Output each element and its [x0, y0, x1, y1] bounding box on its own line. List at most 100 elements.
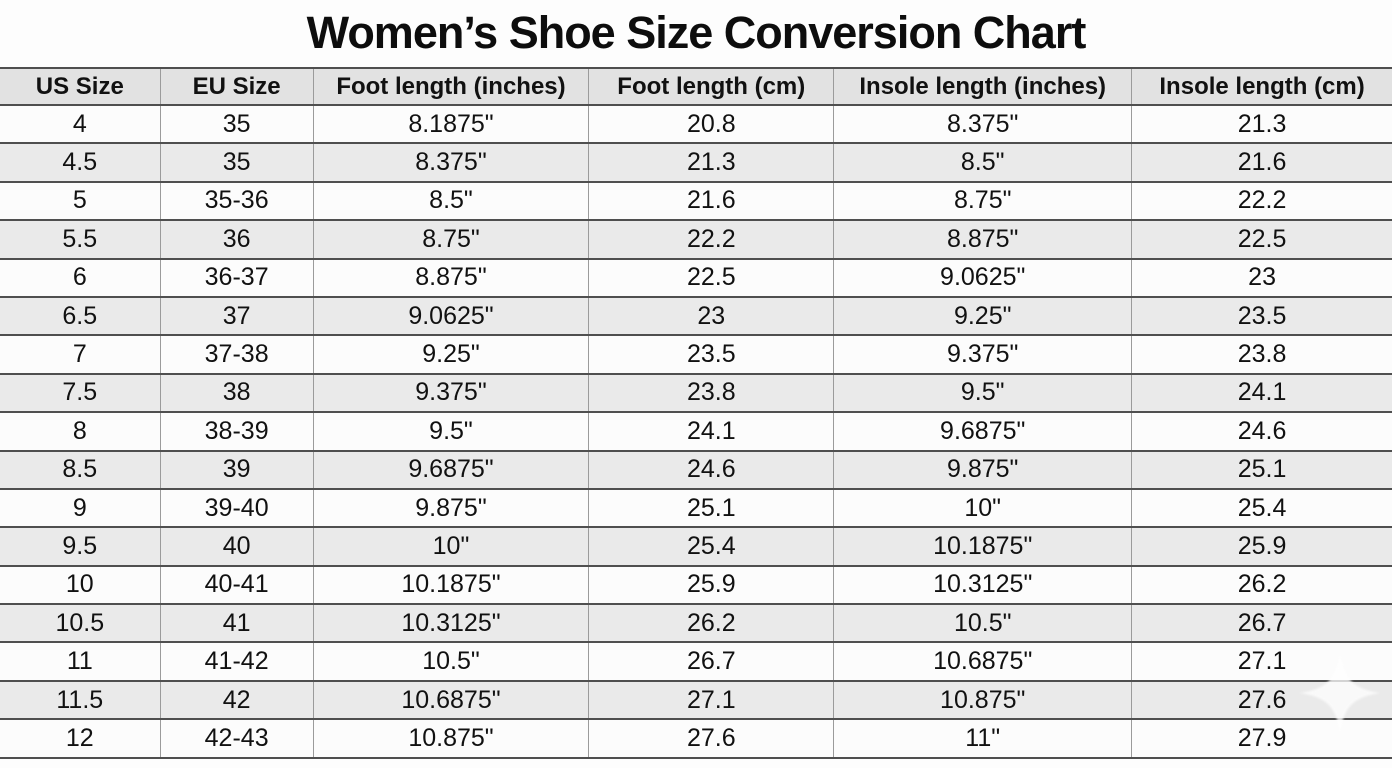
cell-foot-length-inches: 9.25": [312, 334, 589, 374]
table-row: 7.5 38 9.375" 23.8 9.5" 24.1: [0, 372, 1392, 413]
cell-insole-length-cm: 25.4: [1131, 487, 1392, 528]
cell-insole-length-inches: 10.1875": [833, 526, 1132, 566]
cell-us-size: 9.5: [0, 526, 161, 566]
cell-us-size: 5.5: [0, 219, 161, 259]
cell-eu-size: 38-39: [159, 411, 314, 451]
cell-eu-size: 42-43: [159, 718, 314, 758]
cell-eu-size: 35: [159, 105, 314, 144]
cell-foot-length-cm: 24.6: [588, 449, 834, 489]
cell-insole-length-inches: 9.25": [833, 295, 1132, 336]
cell-eu-size: 38: [159, 372, 314, 413]
cell-insole-length-cm: 23.5: [1131, 295, 1392, 336]
cell-foot-length-inches: 8.375": [312, 142, 589, 182]
cell-us-size: 7: [0, 334, 161, 374]
table-row: 8 38-39 9.5" 24.1 9.6875" 24.6: [0, 411, 1392, 451]
cell-insole-length-inches: 11": [833, 718, 1132, 758]
cell-insole-length-cm: 21.6: [1131, 142, 1392, 182]
cell-foot-length-inches: 10.875": [312, 718, 589, 758]
cell-foot-length-cm: 21.3: [588, 142, 834, 182]
cell-insole-length-inches: 9.6875": [833, 411, 1132, 451]
cell-insole-length-cm: 26.7: [1131, 603, 1392, 643]
column-header-insole-length-cm: Insole length (cm): [1131, 68, 1392, 106]
table-row: 6 36-37 8.875" 22.5 9.0625" 23: [0, 257, 1392, 297]
cell-insole-length-cm: 23.8: [1131, 334, 1392, 374]
cell-insole-length-inches: 9.375": [833, 334, 1132, 374]
cell-eu-size: 42: [159, 679, 314, 720]
cell-foot-length-inches: 9.0625": [312, 295, 589, 336]
table-row: 4.5 35 8.375" 21.3 8.5" 21.6: [0, 142, 1392, 182]
cell-insole-length-inches: 10.6875": [833, 641, 1132, 681]
cell-insole-length-inches: 9.5": [833, 372, 1132, 413]
cell-eu-size: 39-40: [159, 487, 314, 528]
cell-insole-length-cm: 25.9: [1131, 526, 1392, 566]
cell-insole-length-cm: 27.6: [1131, 679, 1392, 720]
cell-us-size: 5: [0, 180, 161, 221]
cell-insole-length-inches: 8.875": [833, 219, 1132, 259]
cell-insole-length-cm: 24.6: [1131, 411, 1392, 451]
cell-foot-length-inches: 10.6875": [312, 679, 589, 720]
cell-foot-length-inches: 9.875": [312, 487, 589, 528]
cell-eu-size: 36-37: [159, 257, 314, 297]
cell-us-size: 10.5: [0, 603, 161, 643]
cell-eu-size: 36: [159, 219, 314, 259]
cell-foot-length-cm: 23.5: [588, 334, 834, 374]
cell-foot-length-cm: 21.6: [588, 180, 834, 221]
cell-us-size: 4.5: [0, 142, 161, 182]
cell-insole-length-inches: 9.875": [833, 449, 1132, 489]
cell-foot-length-cm: 23.8: [588, 372, 834, 413]
cell-insole-length-inches: 10.3125": [833, 564, 1132, 605]
table-row: 7 37-38 9.25" 23.5 9.375" 23.8: [0, 334, 1392, 374]
cell-insole-length-cm: 21.3: [1131, 105, 1392, 144]
cell-foot-length-inches: 10.3125": [312, 603, 589, 643]
cell-foot-length-inches: 8.75": [312, 219, 589, 259]
cell-foot-length-inches: 8.1875": [312, 105, 589, 144]
cell-foot-length-inches: 9.6875": [312, 449, 589, 489]
table-row: 5.5 36 8.75" 22.2 8.875" 22.5: [0, 219, 1392, 259]
cell-us-size: 4: [0, 105, 161, 144]
conversion-table: US Size EU Size Foot length (inches) Foot l…: [0, 67, 1392, 759]
cell-insole-length-cm: 25.1: [1131, 449, 1392, 489]
cell-foot-length-inches: 10.1875": [312, 564, 589, 605]
table-body: 4 35 8.1875" 20.8 8.375" 21.3 4.5 35 8.375" 21.3 8…: [0, 105, 1392, 758]
cell-foot-length-cm: 25.4: [588, 526, 834, 566]
cell-foot-length-inches: 9.5": [312, 411, 589, 451]
cell-foot-length-cm: 25.1: [588, 487, 834, 528]
table-row: 6.5 37 9.0625" 23 9.25" 23.5: [0, 295, 1392, 336]
cell-insole-length-cm: 26.2: [1131, 564, 1392, 605]
table-row: 11 41-42 10.5" 26.7 10.6875" 27.1: [0, 641, 1392, 681]
cell-foot-length-cm: 26.2: [588, 603, 834, 643]
cell-foot-length-inches: 10.5": [312, 641, 589, 681]
cell-eu-size: 41-42: [159, 641, 314, 681]
cell-us-size: 8.5: [0, 449, 161, 489]
cell-insole-length-inches: 8.375": [833, 105, 1132, 144]
cell-us-size: 6: [0, 257, 161, 297]
cell-eu-size: 35: [159, 142, 314, 182]
cell-insole-length-inches: 8.75": [833, 180, 1132, 221]
cell-insole-length-inches: 8.5": [833, 142, 1132, 182]
cell-foot-length-cm: 20.8: [588, 105, 834, 144]
column-header-us-size: US Size: [0, 68, 161, 106]
cell-eu-size: 37-38: [159, 334, 314, 374]
cell-insole-length-cm: 27.9: [1131, 718, 1392, 758]
table-row: 9 39-40 9.875" 25.1 10" 25.4: [0, 487, 1392, 528]
column-header-foot-length-cm: Foot length (cm): [588, 68, 834, 106]
cell-foot-length-inches: 8.5": [312, 180, 589, 221]
cell-us-size: 8: [0, 411, 161, 451]
cell-us-size: 12: [0, 718, 161, 758]
cell-foot-length-cm: 27.1: [588, 679, 834, 720]
table-row: 12 42-43 10.875" 27.6 11" 27.9: [0, 718, 1392, 758]
column-header-insole-length-inches: Insole length (inches): [833, 68, 1132, 106]
table-header-row: US Size EU Size Foot length (inches) Foot l…: [0, 68, 1392, 106]
table-row: 11.5 42 10.6875" 27.1 10.875" 27.6: [0, 679, 1392, 720]
column-header-foot-length-inches: Foot length (inches): [312, 68, 589, 106]
table-row: 10 40-41 10.1875" 25.9 10.3125" 26.2: [0, 564, 1392, 605]
cell-insole-length-inches: 10": [833, 487, 1132, 528]
table-row: 8.5 39 9.6875" 24.6 9.875" 25.1: [0, 449, 1392, 489]
cell-foot-length-inches: 9.375": [312, 372, 589, 413]
cell-us-size: 10: [0, 564, 161, 605]
table-row: 9.5 40 10" 25.4 10.1875" 25.9: [0, 526, 1392, 566]
cell-foot-length-cm: 24.1: [588, 411, 834, 451]
cell-insole-length-cm: 22.2: [1131, 180, 1392, 221]
cell-foot-length-inches: 10": [312, 526, 589, 566]
